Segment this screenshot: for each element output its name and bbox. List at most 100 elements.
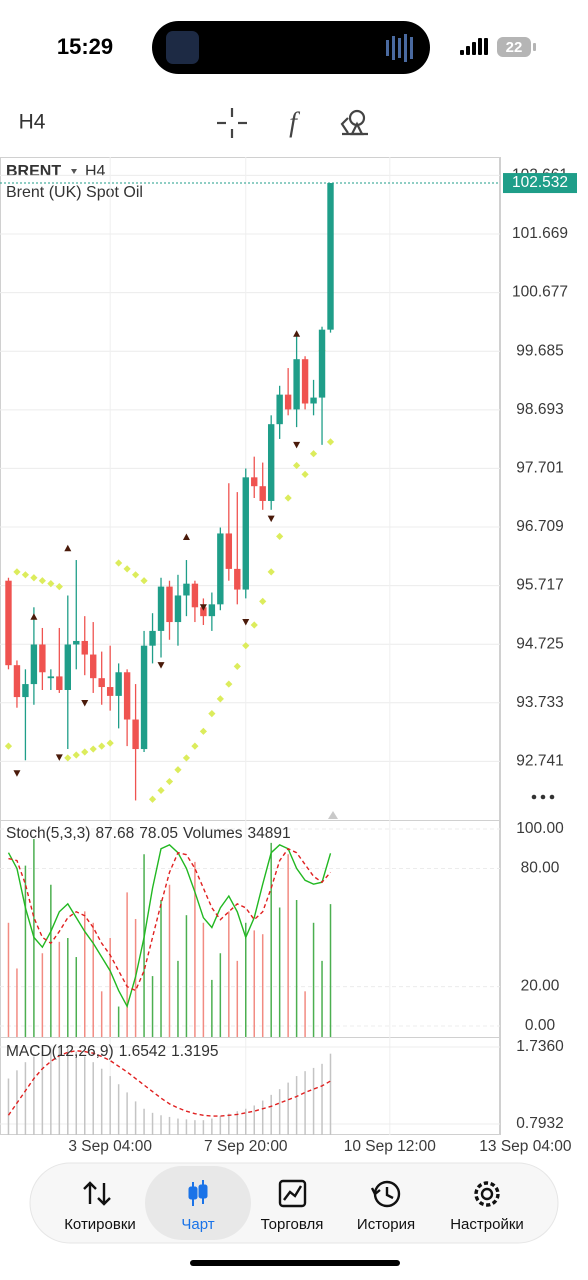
tab-label[interactable]: Торговля (261, 1216, 324, 1233)
sar-dot (131, 571, 140, 579)
home-indicator (190, 1260, 400, 1266)
candle-body (106, 687, 114, 696)
sar-dot (55, 583, 63, 591)
symbol-dropdown[interactable] (71, 169, 77, 174)
sar-dot (267, 568, 275, 576)
candle-body (157, 586, 165, 631)
main-line (7, 843, 332, 1009)
battery (497, 37, 531, 57)
fractal-down (157, 662, 165, 669)
candle-body (81, 640, 88, 655)
sar-dot (64, 754, 72, 762)
timeframe-button[interactable]: H4 (19, 111, 46, 134)
candle-body (183, 583, 190, 596)
more-button[interactable] (531, 794, 555, 800)
candle-body (56, 676, 63, 690)
candle-body (293, 359, 300, 410)
x-tick-label: 7 Sep 20:00 (204, 1138, 288, 1155)
sar-dot (30, 574, 38, 582)
sar-dot (250, 621, 258, 629)
y-tick-label: 96.709 (516, 518, 563, 535)
sar-dot (81, 748, 89, 756)
island-artwork (166, 31, 199, 64)
candle-body (47, 676, 55, 679)
sar-dot (174, 766, 182, 774)
sar-dot (309, 450, 318, 458)
indicator-header: Stoch(5,3,3) 87.68 78.05 Volumes 34891 (6, 825, 291, 842)
candle-body (22, 684, 29, 698)
battery-cap (533, 43, 536, 51)
y-tick-label: 93.733 (516, 694, 563, 711)
tab-icon[interactable] (83, 1181, 111, 1206)
y-tick-label: 1.7360 (516, 1038, 564, 1055)
crosshair-button[interactable] (217, 108, 247, 138)
indicator-header-part: 34891 (247, 825, 290, 842)
fractal-down (267, 515, 275, 523)
sar-dot (199, 727, 207, 735)
candle-body (310, 397, 317, 404)
chart-frame (0, 157, 500, 1135)
tab-icon[interactable] (188, 1180, 208, 1206)
indicator-header-part: MACD(12,26,9) (6, 1043, 114, 1060)
candle-body (149, 630, 156, 646)
indicator-header-part: 1.6542 (119, 1043, 166, 1060)
indicators-button[interactable]: f (289, 107, 300, 138)
sar-dot (13, 568, 21, 576)
symbol-description: Brent (UK) Spot Oil (6, 184, 143, 201)
candle-body (30, 644, 38, 685)
chart-timeframe: H4 (85, 163, 106, 180)
fractal-down (293, 441, 301, 449)
price-label-box (503, 173, 577, 194)
y-tick-label: 0.00 (525, 1017, 556, 1034)
signal-line (8, 847, 332, 992)
sar-dot (301, 470, 309, 478)
sar-dot (98, 742, 106, 750)
indicator-header-part: 1.3195 (171, 1043, 218, 1060)
candle-body (267, 424, 275, 501)
tab-icon[interactable] (278, 1179, 307, 1208)
fractal-down (55, 754, 63, 761)
sar-dot (165, 777, 174, 786)
sar-dot (216, 695, 224, 703)
tab-label[interactable]: История (357, 1216, 415, 1233)
candle-body (234, 568, 241, 590)
candle-body (251, 477, 258, 487)
indicator-header-part: 87.68 (95, 825, 134, 842)
sar-dot (284, 494, 292, 502)
sar-dot (89, 745, 97, 753)
tab-icon[interactable] (474, 1181, 500, 1207)
tab-label[interactable]: Настройки (450, 1216, 524, 1233)
fractal-up (293, 330, 301, 337)
sar-dot (293, 461, 301, 470)
signal-icon (460, 38, 488, 55)
candle-body (98, 678, 105, 688)
fractal-up (64, 544, 72, 552)
candle-body (191, 583, 199, 608)
sar-dot (191, 742, 199, 750)
price-label: 102.532 (512, 174, 568, 191)
indicator-header-part: Volumes (183, 825, 243, 842)
dynamic-island (152, 21, 430, 74)
tab-label[interactable]: Котировки (64, 1216, 136, 1233)
fractal-down (242, 619, 250, 626)
active-tab-highlight (145, 1166, 251, 1240)
indicator-header-part: 78.05 (139, 825, 178, 842)
sar-dot (148, 795, 157, 803)
tab-items: Котировки Чарт Торговля История Настройки (64, 1166, 524, 1240)
signal-line (7, 1050, 331, 1117)
sar-dot (208, 710, 216, 718)
tab-label[interactable]: Чарт (181, 1216, 214, 1233)
tab-icon[interactable] (370, 1180, 401, 1208)
sar-dot (326, 438, 335, 446)
sar-dot (242, 642, 250, 650)
chart-header: BRENT H4 Brent (UK) Spot Oil (6, 163, 143, 201)
candle-body (73, 640, 80, 645)
scroll-marker (328, 811, 338, 819)
y-tick-label: 95.717 (516, 577, 563, 594)
objects-button[interactable] (340, 109, 368, 136)
candle-body (208, 604, 216, 617)
sar-dot (233, 662, 241, 670)
candle-body (115, 672, 122, 696)
